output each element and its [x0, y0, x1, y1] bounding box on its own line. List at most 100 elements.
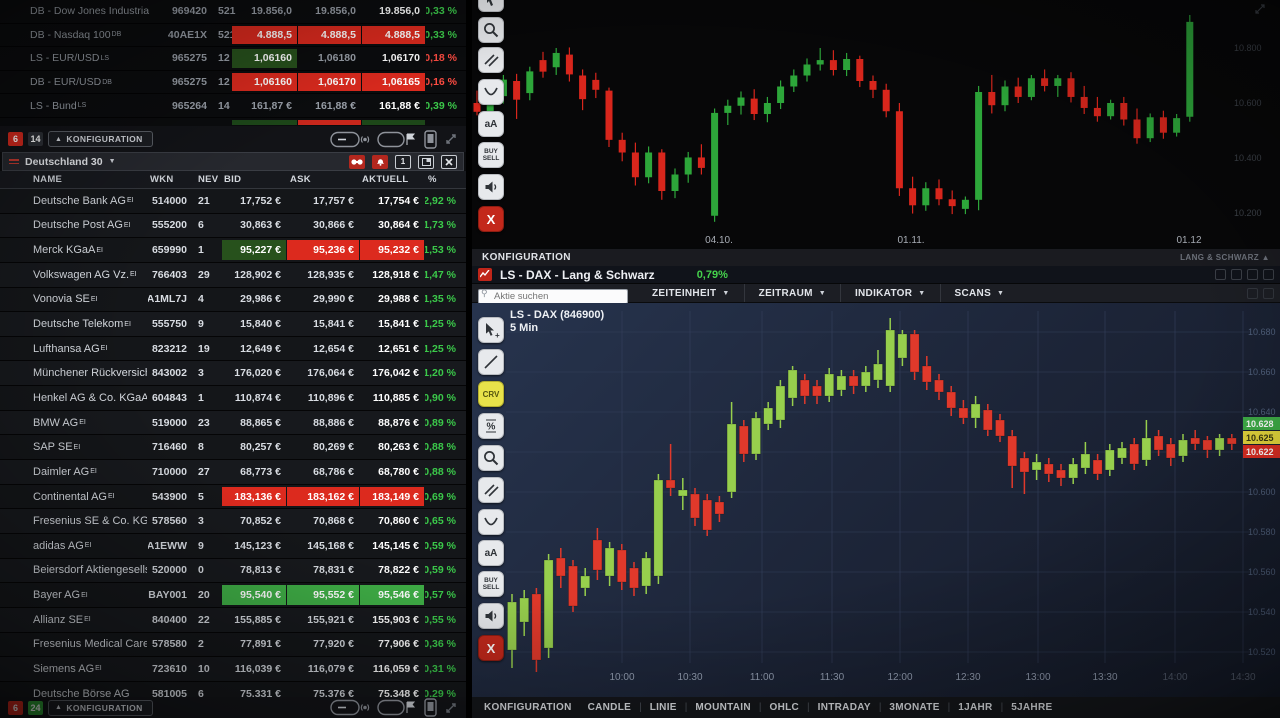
table-row[interactable]: Münchener Rückversiche 843002 3 176,020 …	[0, 361, 466, 387]
flag-toggle-icon[interactable]	[377, 131, 417, 148]
table-row[interactable]: Beiersdorf Aktiengesellsc 520000 0 78,81…	[0, 558, 466, 584]
table-row[interactable]: Henkel AG & Co. KGaA V: 604843 1 110,874…	[0, 386, 466, 411]
column-header[interactable]: NAME	[33, 174, 63, 185]
zoom-button[interactable]	[478, 445, 504, 471]
close-icon[interactable]	[441, 154, 457, 169]
close-button[interactable]: X	[478, 206, 504, 232]
svg-text:10.800: 10.800	[1234, 43, 1262, 53]
footer-item-5jahre[interactable]: 5JAHRE	[1011, 702, 1053, 713]
alert-count-badge[interactable]: 6	[8, 700, 23, 715]
speaker-button[interactable]	[478, 174, 504, 200]
speaker-button[interactable]	[478, 603, 504, 629]
bottom-candlestick-chart[interactable]: 10:00 10:30 11:00 11:30 12:00 12:30 13:00 13:30…	[472, 303, 1280, 697]
table-row[interactable]: Daimler AG EI 710000 27 68,773 € 68,786 €…	[0, 460, 466, 485]
watchlist-row[interactable]: LS - EUR/USD LS 965275 12 1,06160 1,06180…	[0, 47, 466, 71]
table-row[interactable]: Deutsche Bank AG EI 514000 21 17,752 € 17…	[0, 189, 466, 214]
table-row[interactable]: adidas AG EI A1EWW 9 145,123 € 145,168 € …	[0, 533, 466, 559]
footer-item-mountain[interactable]: MOUNTAIN	[695, 702, 751, 713]
table-row[interactable]: Vonovia SE EI A1ML7J 4 29,986 € 29,990 € …	[0, 287, 466, 313]
menu-zeitraum[interactable]: ZEITRAUM ▼	[743, 284, 840, 302]
alert-count-badge[interactable]: 6	[8, 132, 23, 146]
minimize-toggle-icon[interactable]	[330, 131, 370, 148]
footer-item-intraday[interactable]: INTRADAY	[817, 702, 871, 713]
resize-icon[interactable]	[1254, 3, 1266, 15]
watchlist-row[interactable]: DB - EUR/USD DB 965275 12 1,06160 1,06170…	[0, 71, 466, 95]
table-row[interactable]: Continental AG EI 543900 5 183,136 € 183,…	[0, 484, 466, 510]
phone-icon[interactable]	[424, 698, 437, 717]
window-control-icon[interactable]	[1215, 269, 1226, 280]
column-header[interactable]: BID	[224, 174, 242, 185]
menu-scans[interactable]: SCANS ▼	[939, 284, 1019, 302]
footer-item-candle[interactable]: CANDLE	[587, 702, 632, 713]
footer-item-konfiguration[interactable]: KONFIGURATION	[484, 702, 572, 713]
window-control-icon[interactable]	[1231, 269, 1242, 280]
pointer-button[interactable]	[478, 0, 504, 12]
footer-item-1jahr[interactable]: 1JAHR	[958, 702, 993, 713]
pointerplus-button[interactable]: +	[478, 317, 504, 343]
menu-zeiteinheit[interactable]: ZEITEINHEIT ▼	[652, 287, 730, 299]
konfiguration-tab[interactable]: ▲ KONFIGURATION	[48, 131, 153, 147]
table-row[interactable]: Merck KGaA EI 659990 1 95,227 € 95,236 € …	[0, 238, 466, 263]
footer-item-3monate[interactable]: 3MONATE	[889, 702, 940, 713]
table-row[interactable]: Siemens AG EI 723610 10 116,039 € 116,079…	[0, 657, 466, 682]
footer-item-linie[interactable]: LINIE	[649, 702, 677, 713]
column-header[interactable]: ASK	[290, 174, 311, 185]
percent-button[interactable]: %	[478, 413, 504, 439]
table-row[interactable]: Volkswagen AG Vz. EI 766403 29 128,902 € …	[0, 262, 466, 288]
parallel-button[interactable]	[478, 477, 504, 503]
table-row[interactable]: Bayer AG EI BAY001 20 95,540 € 95,552 € 9…	[0, 583, 466, 608]
parallel-button[interactable]	[478, 47, 504, 73]
resize-icon[interactable]	[444, 132, 458, 146]
phone-icon[interactable]	[424, 129, 437, 149]
zoom-button[interactable]	[478, 17, 504, 43]
konfiguration-bar[interactable]: KONFIGURATION LANG & SCHWARZ ▲	[472, 249, 1280, 266]
table-row[interactable]: Deutsche Telekom EI 555750 9 15,840 € 15,…	[0, 312, 466, 337]
flag-toggle-icon[interactable]	[377, 699, 417, 716]
top-candlestick-chart[interactable]: 04.10. 01.11. 01.12 10.800 10.600 10.400 10.20…	[472, 0, 1280, 247]
table-row[interactable]: Lufthansa AG EI 823212 19 12,649 € 12,654…	[0, 336, 466, 362]
column-header[interactable]: AKTUELL	[362, 174, 409, 185]
table-row[interactable]: Deutsche Post AG EI 555200 6 30,863 € 30,…	[0, 213, 466, 239]
curve-button[interactable]	[478, 79, 504, 105]
stock-search: ⚲	[478, 286, 628, 304]
buysell-button[interactable]: BUY SELL	[478, 571, 504, 597]
search-input[interactable]	[478, 288, 628, 304]
menu-icon[interactable]	[1247, 287, 1258, 299]
table-row[interactable]: BMW AG EI 519000 23 88,865 € 88,886 € 88,…	[0, 410, 466, 436]
panel-icon[interactable]	[418, 154, 434, 169]
link-group-icon[interactable]	[349, 154, 365, 169]
chevron-down-icon: ▼	[818, 289, 826, 297]
menu-indikator[interactable]: INDIKATOR ▼	[839, 284, 940, 302]
watchlist-row[interactable]: LS - Bund LS 965264 14 161,87 € 161,88 € …	[0, 94, 466, 118]
trendline-button[interactable]	[478, 349, 504, 375]
table-row[interactable]: Allianz SE EI 840400 22 155,885 € 155,921…	[0, 607, 466, 633]
percent-cell: -0,18 %	[426, 52, 457, 65]
top-chart-panel: 04.10. 01.11. 01.12 10.800 10.600 10.400 10.20…	[472, 0, 1280, 247]
footer-item-ohlc[interactable]: OHLC	[769, 702, 800, 713]
message-count-badge[interactable]: 14	[28, 132, 43, 146]
group-header-deutschland30[interactable]: Deutschland 30 ▼ 1	[2, 152, 464, 171]
page-number-badge[interactable]: 1	[395, 154, 411, 169]
message-count-badge[interactable]: 24	[28, 700, 43, 715]
watchlist-row[interactable]: DB - Dow Jones Industria 969420 521 19.8…	[0, 0, 466, 24]
curve-button[interactable]	[478, 509, 504, 535]
textsize-button[interactable]: aA	[478, 111, 504, 137]
bell-icon[interactable]	[372, 154, 388, 169]
window-control-icon[interactable]	[1263, 269, 1274, 280]
watchlist-row[interactable]: DB - Nasdaq 100 DB 40AE1X 521 4.888,5 4.8…	[0, 24, 466, 48]
konfiguration-tab[interactable]: ▲ KONFIGURATION	[48, 699, 153, 716]
table-row[interactable]: Fresenius Medical Care A 578580 2 77,891…	[0, 632, 466, 658]
buysell-button[interactable]: BUY SELL	[478, 142, 504, 168]
table-row[interactable]: Deutsche Börse AG 581005 6 75,331 € 75,3…	[0, 682, 466, 697]
crv-button[interactable]: CRV	[478, 381, 504, 407]
table-row[interactable]: SAP SE EI 716460 8 80,257 € 80,269 € 80,2…	[0, 435, 466, 461]
window-control-icon[interactable]	[1247, 269, 1258, 280]
close-button[interactable]: X	[478, 635, 504, 661]
resize-icon[interactable]	[444, 701, 458, 715]
minimize-toggle-icon[interactable]	[330, 699, 370, 716]
separator: |	[639, 702, 642, 713]
textsize-button[interactable]: aA	[478, 540, 504, 566]
percent-cell: 1,25 %	[425, 318, 456, 331]
menu-icon[interactable]	[1263, 287, 1274, 299]
